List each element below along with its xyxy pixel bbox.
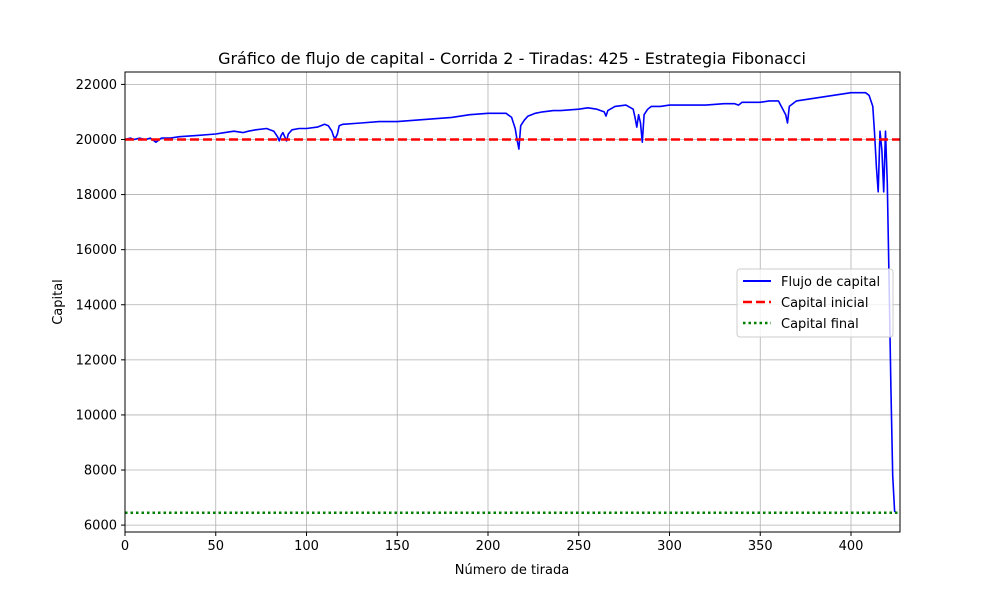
x-tick-label: 300: [657, 539, 682, 554]
x-axis-title: Número de tirada: [455, 563, 569, 578]
legend-label-flujo-de-capital: Flujo de capital: [781, 275, 880, 290]
y-tick-label: 10000: [76, 408, 117, 423]
y-tick-label: 6000: [84, 519, 117, 534]
grid: [124, 72, 900, 532]
chart-title: Gráfico de flujo de capital - Corrida 2 …: [218, 49, 806, 68]
legend-label-capital-final: Capital final: [781, 317, 859, 332]
legend-label-capital-inicial: Capital inicial: [781, 296, 869, 311]
y-tick-label: 22000: [76, 78, 117, 93]
x-tick-label: 150: [385, 539, 410, 554]
x-tick-label: 200: [476, 539, 501, 554]
series-layer: [124, 91, 900, 514]
y-axis-title: Capital: [51, 279, 66, 325]
y-tick-label: 16000: [76, 243, 117, 258]
y-tick-label: 18000: [76, 188, 117, 203]
x-tick-label: 350: [748, 539, 773, 554]
x-tick-label: 250: [566, 539, 591, 554]
y-tick-label: 12000: [76, 353, 117, 368]
ticks: 0 50 100 150 200 250 300 350 400 6000 8000 10000 120…: [76, 78, 864, 554]
series-line-flujo-de-capital: [124, 91, 897, 514]
x-tick-label: 50: [207, 539, 224, 554]
x-tick-label: 0: [121, 539, 129, 554]
y-tick-label: 8000: [84, 464, 117, 479]
legend-box: [736, 268, 894, 338]
plot-frame: [124, 71, 901, 533]
y-tick-label: 20000: [76, 133, 117, 148]
x-tick-label: 400: [839, 539, 864, 554]
y-tick-label: 14000: [76, 298, 117, 313]
x-tick-label: 100: [294, 539, 319, 554]
legend: Flujo de capital Capital inicial Capital…: [736, 268, 894, 338]
